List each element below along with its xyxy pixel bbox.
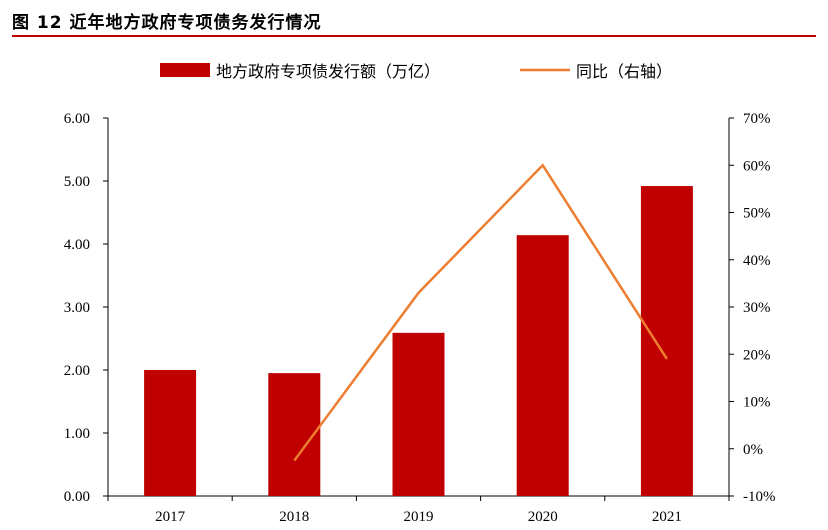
left-tick-label: 4.00 bbox=[64, 237, 90, 253]
right-tick-label: 20% bbox=[743, 347, 771, 363]
right-tick-label: 10% bbox=[743, 395, 771, 411]
chart-title: 图 12 近年地方政府专项债务发行情况 bbox=[12, 13, 322, 33]
left-tick-label: 5.00 bbox=[64, 174, 90, 190]
x-tick-label: 2018 bbox=[279, 509, 309, 525]
bar bbox=[516, 235, 569, 496]
left-tick-label: 0.00 bbox=[64, 489, 90, 505]
line-series bbox=[293, 163, 668, 462]
left-tick-label: 2.00 bbox=[64, 363, 90, 379]
yoy-line bbox=[293, 163, 668, 462]
legend-bar-label: 地方政府专项债发行额（万亿） bbox=[216, 62, 440, 81]
x-tick-label: 2021 bbox=[652, 509, 682, 525]
legend-bar-swatch bbox=[160, 63, 210, 77]
legend-line-label: 同比（右轴） bbox=[576, 62, 672, 81]
right-tick-label: 70% bbox=[743, 111, 771, 127]
right-tick-label: 50% bbox=[743, 206, 771, 222]
right-tick-label: 60% bbox=[743, 158, 771, 174]
title-divider bbox=[12, 35, 816, 37]
title-bar: 图 12 近年地方政府专项债务发行情况 bbox=[12, 6, 816, 37]
right-tick-label: -10% bbox=[743, 489, 776, 505]
right-tick-label: 40% bbox=[743, 253, 771, 269]
x-tick-label: 2017 bbox=[155, 509, 186, 525]
left-tick-label: 3.00 bbox=[64, 300, 90, 316]
left-tick-label: 6.00 bbox=[64, 111, 90, 127]
x-tick-label: 2020 bbox=[528, 509, 558, 525]
right-tick-label: 0% bbox=[743, 442, 763, 458]
bar bbox=[268, 373, 321, 496]
axes: 0.00 1.00 2.00 3.00 4.00 5.00 6.00 -10% 0% 10% 20%… bbox=[64, 111, 776, 525]
left-tick-label: 1.00 bbox=[64, 426, 90, 442]
bar bbox=[144, 370, 197, 496]
legend: 地方政府专项债发行额（万亿） 同比（右轴） bbox=[160, 62, 672, 81]
bar bbox=[640, 186, 693, 497]
x-tick-label: 2019 bbox=[404, 509, 434, 525]
right-tick-label: 30% bbox=[743, 300, 771, 316]
bar bbox=[392, 332, 445, 496]
bar-series bbox=[144, 186, 693, 497]
